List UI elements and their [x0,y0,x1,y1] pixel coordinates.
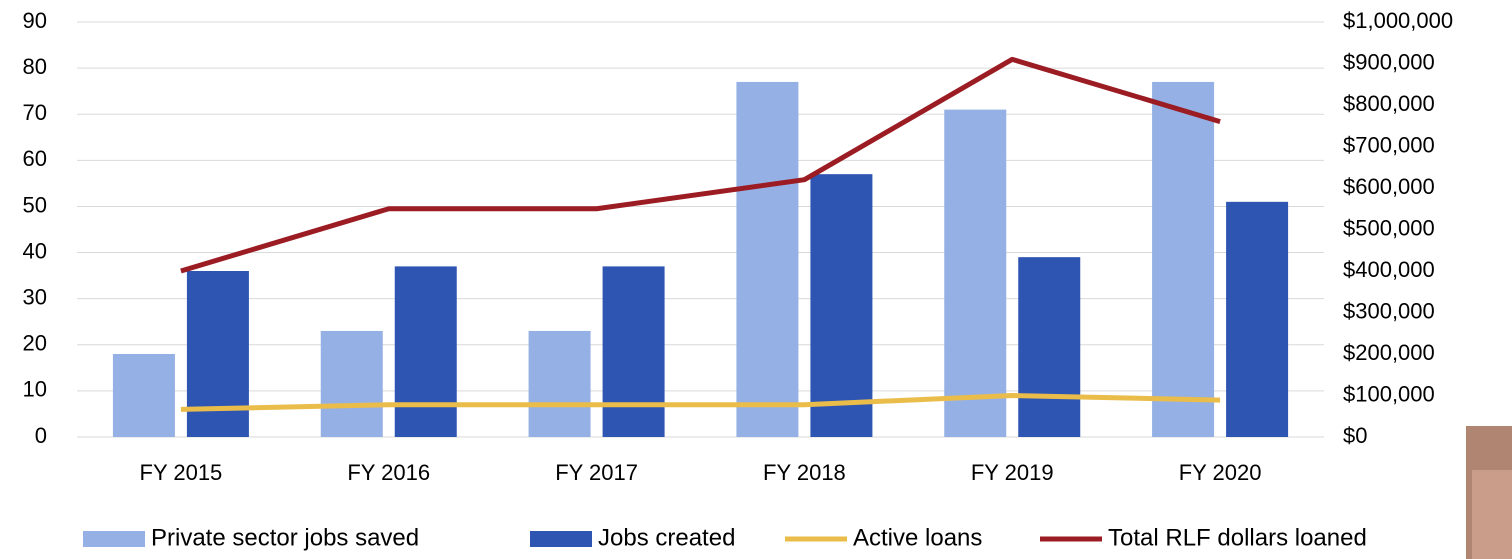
x-tick-label: FY 2019 [971,460,1054,485]
y2-tick-label: $0 [1343,423,1367,448]
y-tick-label: 20 [23,331,47,356]
legend-label: Private sector jobs saved [151,524,419,551]
photo-fragment [1472,470,1512,559]
y2-tick-label: $500,000 [1343,215,1435,240]
y2-tick-label: $800,000 [1343,91,1435,116]
legend-swatch [530,531,592,547]
bar [395,266,457,437]
y-tick-label: 70 [23,100,47,125]
legend-swatch [83,531,145,547]
legend-label: Active loans [853,524,982,551]
y-tick-label: 0 [35,423,47,448]
x-tick-label: FY 2016 [347,460,430,485]
bar [736,82,798,437]
y-tick-label: 40 [23,238,47,263]
bar [321,331,383,437]
bar [1018,257,1080,437]
bar [113,354,175,437]
bar [810,174,872,437]
legend: Private sector jobs saved Jobs created Act… [83,524,1367,551]
y2-tick-label: $300,000 [1343,298,1435,323]
bar [187,271,249,437]
y2-tick-label: $200,000 [1343,340,1435,365]
y-tick-label: 60 [23,146,47,171]
y2-tick-label: $600,000 [1343,174,1435,199]
y2-tick-label: $100,000 [1343,381,1435,406]
bar [1226,202,1288,437]
bar [529,331,591,437]
y-tick-label: 30 [23,284,47,309]
y2-tick-label: $900,000 [1343,49,1435,74]
y-tick-label: 80 [23,54,47,79]
x-tick-label: FY 2018 [763,460,846,485]
bar [1152,82,1214,437]
chart: 0 10 20 30 40 50 60 70 80 90 $0 $100,000 $200,000 $30… [0,0,1512,559]
x-tick-label: FY 2020 [1179,460,1262,485]
y-tick-label: 10 [23,377,47,402]
legend-label: Jobs created [598,524,735,551]
line [181,59,1220,271]
y2-tick-label: $700,000 [1343,132,1435,157]
legend-label: Total RLF dollars loaned [1108,524,1367,551]
bar [603,266,665,437]
y-tick-label: 90 [23,8,47,33]
bar [944,110,1006,437]
y2-tick-label: $1,000,000 [1343,8,1453,33]
x-tick-label: FY 2017 [555,460,638,485]
y2-tick-label: $400,000 [1343,257,1435,282]
y-tick-label: 50 [23,192,47,217]
x-tick-label: FY 2015 [140,460,223,485]
